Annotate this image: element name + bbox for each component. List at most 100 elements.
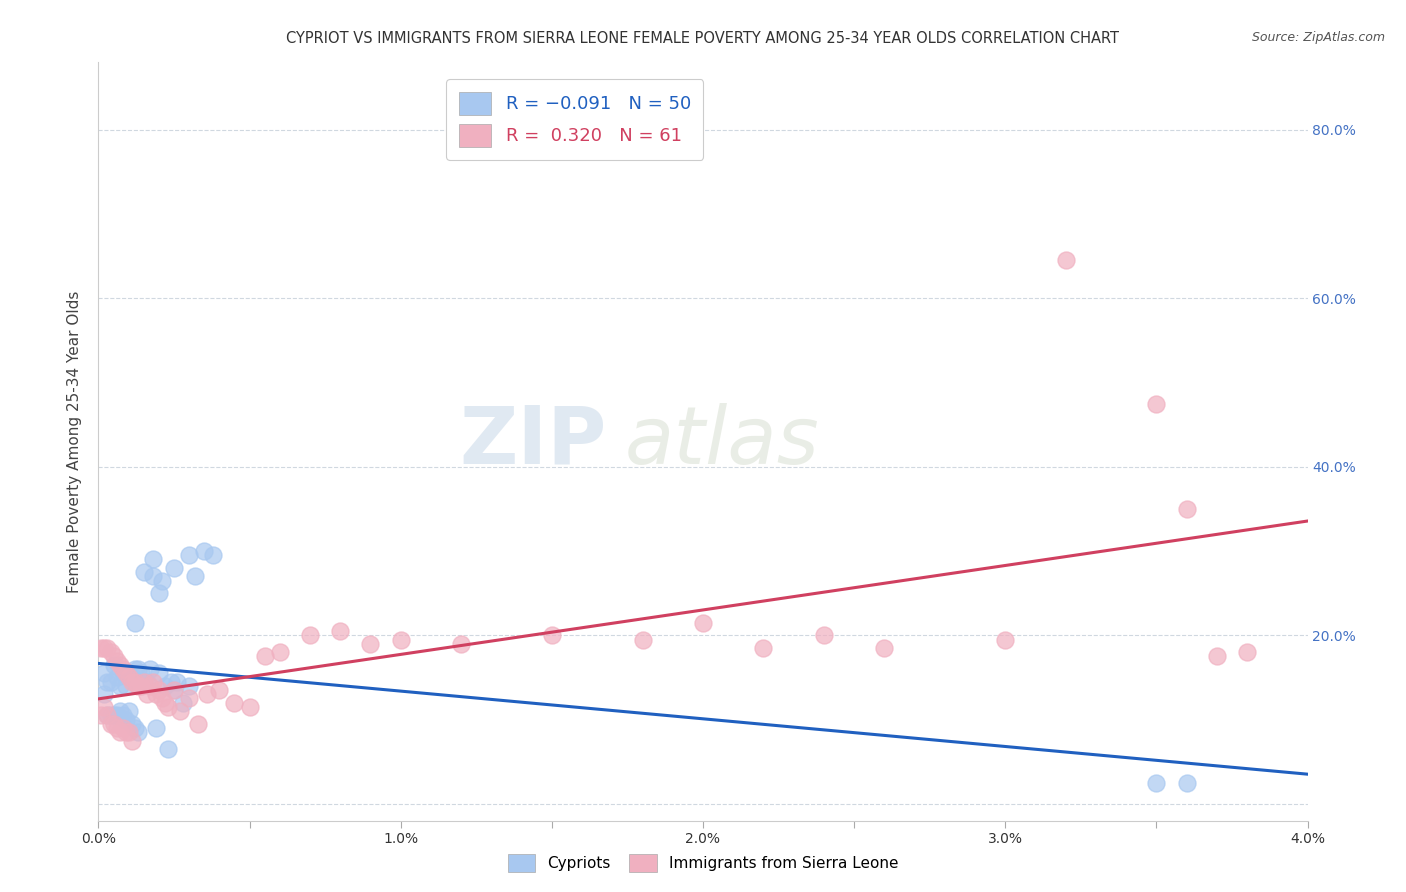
Point [132,674,155,689]
Point [105,708,128,723]
Point [150,691,173,706]
Point [103,649,125,664]
Point [156,699,179,714]
Text: Source: ZipAtlas.com: Source: ZipAtlas.com [1251,31,1385,45]
Point [145,687,167,701]
Point [1206,649,1229,664]
Point [389,632,412,647]
Point [299,628,322,642]
Point [103,657,125,672]
Point [142,552,165,566]
Point [108,679,131,693]
Point [187,716,209,731]
Point [108,725,131,739]
Point [179,691,201,706]
Text: ZIP: ZIP [458,402,606,481]
Point [93,640,115,655]
Text: atlas: atlas [624,402,820,481]
Point [166,674,188,689]
Point [360,637,382,651]
Point [105,654,128,668]
Point [114,713,136,727]
Point [253,649,276,664]
Point [108,657,131,672]
Point [269,645,291,659]
Point [118,666,141,681]
Point [1054,253,1077,268]
Point [142,569,165,583]
Point [163,683,186,698]
Point [118,725,141,739]
Point [1175,502,1198,516]
Point [135,687,157,701]
Point [1146,776,1168,790]
Point [132,674,155,689]
Point [156,742,179,756]
Text: CYPRIOT VS IMMIGRANTS FROM SIERRA LEONE FEMALE POVERTY AMONG 25-34 YEAR OLDS COR: CYPRIOT VS IMMIGRANTS FROM SIERRA LEONE … [287,31,1119,46]
Point [692,615,714,630]
Point [100,674,122,689]
Point [160,674,183,689]
Point [127,725,149,739]
Point [121,674,143,689]
Point [118,670,141,684]
Point [163,561,186,575]
Point [752,640,775,655]
Point [100,645,122,659]
Point [127,662,149,676]
Point [540,628,562,642]
Point [114,666,136,681]
Point [1175,776,1198,790]
Point [111,662,134,676]
Point [90,708,112,723]
Point [96,674,118,689]
Point [124,615,146,630]
Point [124,662,146,676]
Point [129,666,152,681]
Point [111,666,134,681]
Point [105,670,128,684]
Legend: R = −0.091   N = 50, R =  0.320   N = 61: R = −0.091 N = 50, R = 0.320 N = 61 [446,79,703,160]
Point [195,687,218,701]
Point [111,708,134,723]
Point [184,569,207,583]
Point [139,662,162,676]
Point [1146,396,1168,410]
Point [169,704,191,718]
Point [114,679,136,693]
Point [135,674,157,689]
Point [129,679,152,693]
Point [208,683,231,698]
Point [873,640,896,655]
Y-axis label: Female Poverty Among 25-34 Year Olds: Female Poverty Among 25-34 Year Olds [66,291,82,592]
Point [224,696,246,710]
Point [1236,645,1258,659]
Point [111,721,134,735]
Point [450,637,472,651]
Point [121,716,143,731]
Point [148,586,170,600]
Point [172,696,194,710]
Point [142,674,165,689]
Point [127,679,149,693]
Point [108,704,131,718]
Point [994,632,1017,647]
Point [90,640,112,655]
Point [139,679,162,693]
Point [153,696,176,710]
Point [148,666,170,681]
Point [179,679,201,693]
Legend: Cypriots, Immigrants from Sierra Leone: Cypriots, Immigrants from Sierra Leone [501,846,905,880]
Point [163,683,186,698]
Point [179,548,201,563]
Point [239,699,262,714]
Point [150,574,173,588]
Point [148,683,170,698]
Point [100,708,122,723]
Point [114,725,136,739]
Point [121,733,143,747]
Point [193,544,215,558]
Point [121,670,143,684]
Point [103,716,125,731]
Point [103,708,125,723]
